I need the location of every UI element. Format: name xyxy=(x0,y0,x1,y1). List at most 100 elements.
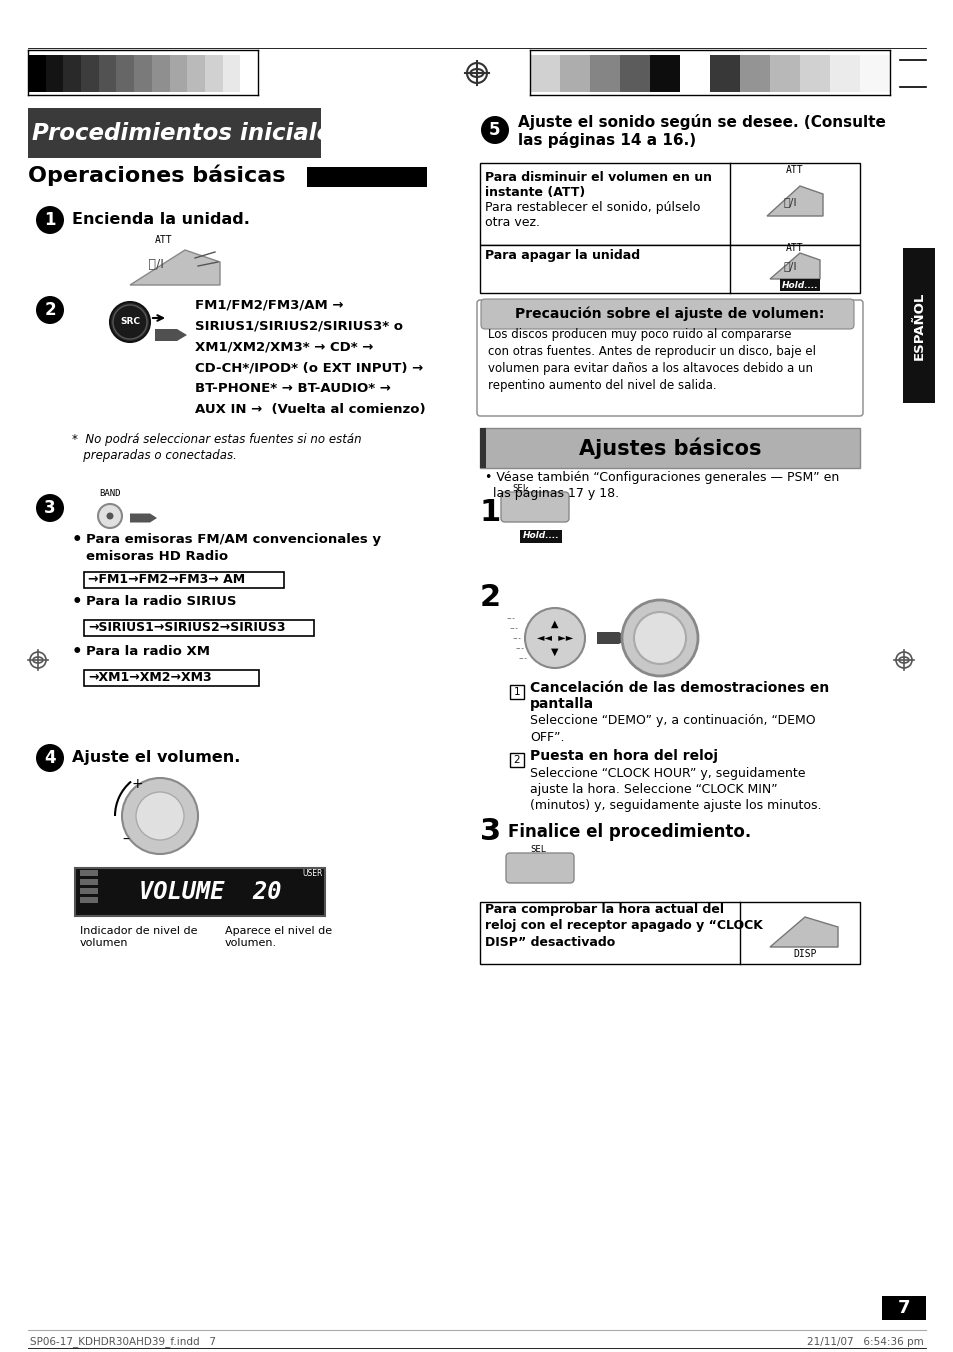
Circle shape xyxy=(36,493,64,522)
Bar xyxy=(859,55,889,92)
Text: preparadas o conectadas.: preparadas o conectadas. xyxy=(71,449,236,462)
Text: ajuste la hora. Seleccione “CLOCK MIN”: ajuste la hora. Seleccione “CLOCK MIN” xyxy=(530,784,777,796)
Bar xyxy=(80,896,98,903)
Text: SRC: SRC xyxy=(120,318,140,326)
Circle shape xyxy=(36,296,64,324)
Bar xyxy=(307,168,427,187)
Text: Ajuste el volumen.: Ajuste el volumen. xyxy=(71,750,240,765)
Polygon shape xyxy=(769,917,837,946)
Bar xyxy=(479,902,859,964)
Text: Para restablecer el sonido, púlselo
otra vez.: Para restablecer el sonido, púlselo otra… xyxy=(484,201,700,228)
Text: •: • xyxy=(71,594,83,611)
Bar xyxy=(28,108,320,158)
Text: •: • xyxy=(71,644,83,661)
Text: 3: 3 xyxy=(479,818,500,846)
Text: reloj con el receptor apagado y “CLOCK: reloj con el receptor apagado y “CLOCK xyxy=(484,919,762,933)
Text: Seleccione “DEMO” y, a continuación, “DEMO: Seleccione “DEMO” y, a continuación, “DE… xyxy=(530,714,815,727)
Text: 2: 2 xyxy=(479,584,500,612)
Text: →FM1→FM2→FM3→ AM: →FM1→FM2→FM3→ AM xyxy=(88,573,245,587)
Text: repentino aumento del nivel de salida.: repentino aumento del nivel de salida. xyxy=(488,380,716,392)
Circle shape xyxy=(98,504,122,529)
Bar xyxy=(240,55,257,92)
Circle shape xyxy=(122,777,198,854)
Text: las páginas 17 y 18.: las páginas 17 y 18. xyxy=(484,488,618,500)
Text: BT-PHONE* → BT-AUDIO* →: BT-PHONE* → BT-AUDIO* → xyxy=(194,383,391,396)
Bar xyxy=(46,55,63,92)
Text: Para la radio XM: Para la radio XM xyxy=(86,645,210,658)
Circle shape xyxy=(480,116,509,145)
Text: Aparece el nivel de
volumen.: Aparece el nivel de volumen. xyxy=(225,926,332,948)
Bar xyxy=(510,685,523,699)
Text: SIRIUS1/SIRIUS2/SIRIUS3* o: SIRIUS1/SIRIUS2/SIRIUS3* o xyxy=(194,319,402,333)
Text: ▲: ▲ xyxy=(551,619,558,629)
Text: Ajustes básicos: Ajustes básicos xyxy=(578,437,760,458)
Text: Para emisoras FM/AM convencionales y: Para emisoras FM/AM convencionales y xyxy=(86,534,380,546)
FancyBboxPatch shape xyxy=(505,853,574,883)
Text: Para comprobar la hora actual del: Para comprobar la hora actual del xyxy=(484,903,723,917)
Bar xyxy=(800,55,829,92)
Bar xyxy=(709,55,740,92)
Bar xyxy=(829,55,859,92)
Text: Ajuste el sonido según se desee. (Consulte: Ajuste el sonido según se desee. (Consul… xyxy=(517,114,885,130)
Text: ◄◄  ►►: ◄◄ ►► xyxy=(537,633,573,644)
Polygon shape xyxy=(130,250,220,285)
Bar xyxy=(80,869,98,876)
Text: Operaciones básicas: Operaciones básicas xyxy=(28,164,285,185)
Text: (minutos) y, seguidamente ajuste los minutos.: (minutos) y, seguidamente ajuste los min… xyxy=(530,799,821,813)
Text: Hold....: Hold.... xyxy=(522,531,558,541)
Bar xyxy=(170,55,187,92)
Bar xyxy=(187,55,205,92)
Text: CD-CH*/IPOD* (o EXT INPUT) →: CD-CH*/IPOD* (o EXT INPUT) → xyxy=(194,361,423,375)
Text: Para apagar la unidad: Para apagar la unidad xyxy=(484,249,639,261)
FancyArrow shape xyxy=(597,631,628,644)
Text: BAND: BAND xyxy=(99,489,121,498)
Text: ⏻/I: ⏻/I xyxy=(146,258,164,272)
Text: Procedimientos iniciales: Procedimientos iniciales xyxy=(32,122,345,145)
Text: pantalla: pantalla xyxy=(530,698,594,711)
Polygon shape xyxy=(766,187,822,216)
Bar xyxy=(519,530,561,544)
Circle shape xyxy=(36,744,64,772)
Text: *  No podrá seleccionar estas fuentes si no están: * No podrá seleccionar estas fuentes si … xyxy=(71,434,361,446)
Bar xyxy=(81,55,99,92)
Text: ATT: ATT xyxy=(785,165,803,174)
Bar xyxy=(116,55,134,92)
Bar xyxy=(510,753,523,767)
Bar xyxy=(205,55,222,92)
Circle shape xyxy=(634,612,685,664)
Bar xyxy=(479,429,859,468)
Text: •: • xyxy=(71,531,83,549)
Text: Hold....: Hold.... xyxy=(781,280,818,289)
Circle shape xyxy=(110,301,150,342)
Bar xyxy=(649,55,679,92)
Text: Seleccione “CLOCK HOUR” y, seguidamente: Seleccione “CLOCK HOUR” y, seguidamente xyxy=(530,768,804,780)
FancyArrow shape xyxy=(154,329,187,341)
Bar xyxy=(769,55,800,92)
Bar xyxy=(99,55,116,92)
Circle shape xyxy=(524,608,584,668)
Text: FM1/FM2/FM3/AM →: FM1/FM2/FM3/AM → xyxy=(194,299,343,311)
FancyBboxPatch shape xyxy=(476,300,862,416)
Text: 1: 1 xyxy=(513,687,519,698)
Bar xyxy=(882,1297,925,1320)
Text: ⏻/I: ⏻/I xyxy=(782,261,796,270)
Text: Indicador de nivel de
volumen: Indicador de nivel de volumen xyxy=(80,926,197,948)
Text: DISP: DISP xyxy=(792,949,816,959)
Text: ATT: ATT xyxy=(154,235,172,245)
Text: –: – xyxy=(122,833,129,846)
Bar xyxy=(75,868,325,917)
Polygon shape xyxy=(769,253,820,279)
Bar xyxy=(780,279,820,291)
Text: Los discos producen muy poco ruido al compararse: Los discos producen muy poco ruido al co… xyxy=(488,329,791,342)
Text: →XM1→XM2→XM3: →XM1→XM2→XM3 xyxy=(88,672,212,684)
Text: AUX IN →  (Vuelta al comienzo): AUX IN → (Vuelta al comienzo) xyxy=(194,403,425,416)
Bar xyxy=(134,55,152,92)
Text: volumen para evitar daños a los altavoces debido a un: volumen para evitar daños a los altavoce… xyxy=(488,362,812,376)
Bar xyxy=(80,888,98,894)
Text: SEL: SEL xyxy=(529,845,545,854)
Circle shape xyxy=(107,512,113,519)
FancyArrow shape xyxy=(130,514,157,522)
Text: 3: 3 xyxy=(44,499,56,516)
Text: ATT: ATT xyxy=(785,243,803,253)
Text: Para la radio SIRIUS: Para la radio SIRIUS xyxy=(86,595,236,608)
